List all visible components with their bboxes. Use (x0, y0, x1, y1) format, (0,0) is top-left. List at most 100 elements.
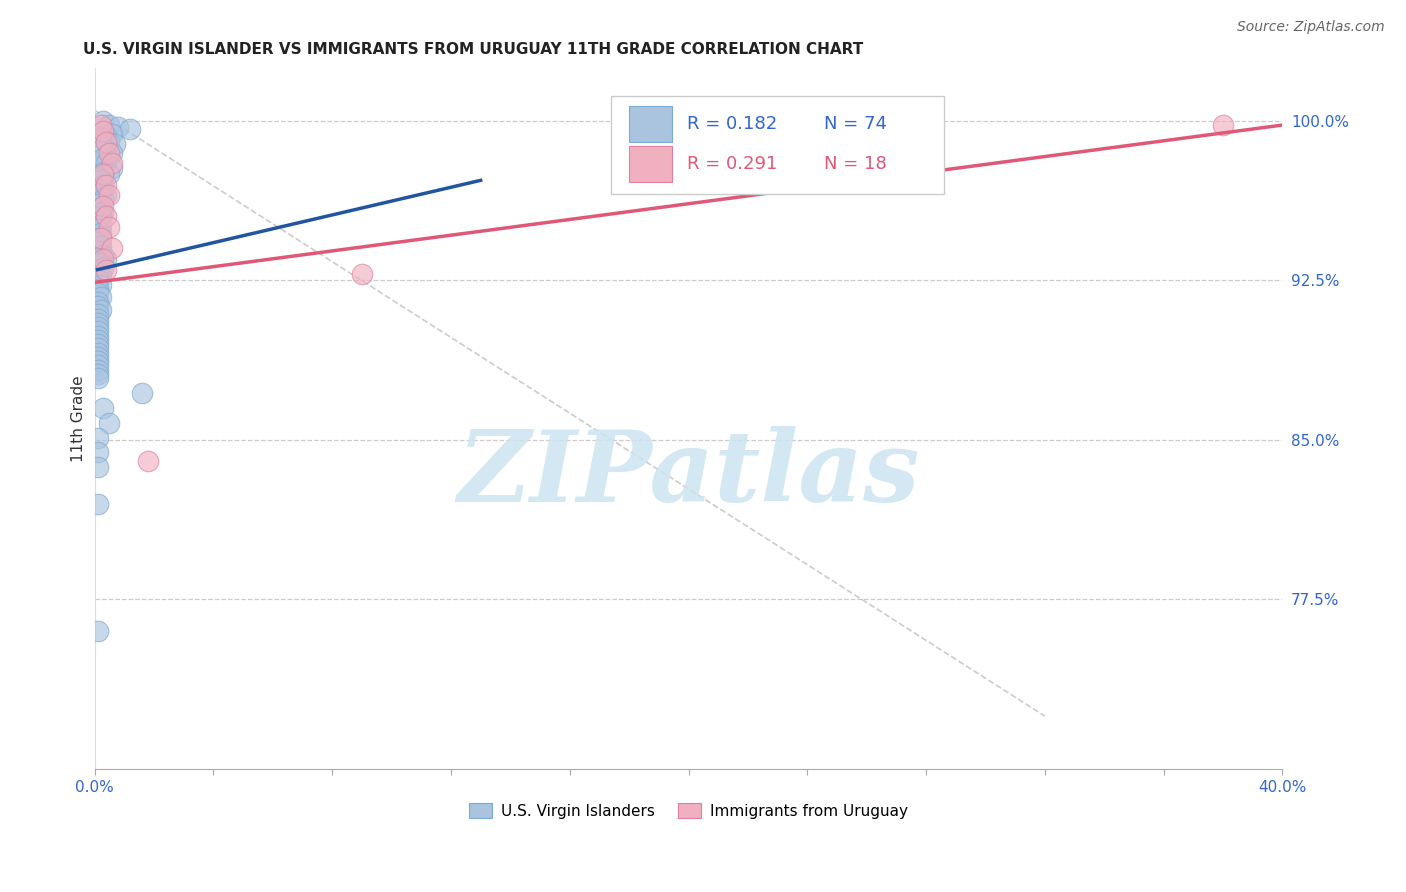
Point (120, 122, 142, 136)
Point (93, 260, 115, 275)
Point (136, 454, 159, 468)
Point (86, 320, 108, 334)
Point (89, 303, 111, 318)
Point (86, 294, 108, 309)
Point (101, 145, 124, 160)
Point (86, 282, 108, 296)
Point (101, 161, 124, 175)
Point (86, 341, 108, 355)
Point (86, 496, 108, 510)
Point (96, 135, 118, 149)
Point (104, 137, 127, 152)
Point (86, 182, 108, 196)
Point (86, 624, 108, 639)
Text: R = 0.291: R = 0.291 (688, 155, 778, 173)
Point (89, 152, 111, 166)
Point (93, 178, 115, 192)
Point (93, 199, 115, 213)
Text: N = 74: N = 74 (824, 115, 887, 133)
Point (86, 311, 108, 326)
Point (89, 290, 111, 304)
Point (86, 460, 108, 475)
Point (86, 431, 108, 445)
Point (93, 248, 115, 262)
Text: U.S. VIRGIN ISLANDER VS IMMIGRANTS FROM URUGUAY 11TH GRADE CORRELATION CHART: U.S. VIRGIN ISLANDER VS IMMIGRANTS FROM … (83, 42, 863, 57)
FancyBboxPatch shape (612, 95, 943, 194)
Point (89, 173, 111, 187)
Point (86, 244, 108, 258)
Point (86, 445, 108, 459)
Point (86, 196, 108, 211)
Point (89, 131, 111, 145)
Point (89, 186, 111, 200)
Point (98, 118, 121, 132)
Point (86, 231, 108, 245)
Point (86, 222, 108, 236)
Point (98, 188, 121, 202)
Point (101, 156, 124, 170)
Point (93, 124, 115, 138)
Point (86, 273, 108, 287)
Point (96, 178, 118, 192)
Point (93, 169, 115, 183)
Point (89, 231, 111, 245)
Point (86, 286, 108, 301)
Text: R = 0.182: R = 0.182 (688, 115, 778, 133)
Point (86, 362, 108, 376)
Point (96, 252, 118, 266)
Point (86, 235, 108, 249)
Point (86, 337, 108, 351)
Point (93, 401, 115, 415)
Point (98, 167, 121, 181)
Point (86, 324, 108, 338)
Point (96, 128, 118, 143)
Point (86, 265, 108, 279)
Point (89, 227, 111, 241)
Point (96, 156, 118, 170)
Point (86, 345, 108, 359)
Point (350, 267, 373, 281)
Point (98, 145, 121, 160)
Point (86, 371, 108, 385)
Point (86, 367, 108, 381)
Point (89, 201, 111, 215)
Point (89, 218, 111, 232)
Point (86, 333, 108, 347)
FancyBboxPatch shape (628, 105, 672, 142)
Point (101, 127, 124, 141)
Point (86, 316, 108, 330)
Point (86, 213, 108, 227)
FancyBboxPatch shape (628, 145, 672, 182)
Point (93, 205, 115, 219)
Point (89, 118, 111, 132)
Point (89, 210, 111, 224)
Point (93, 167, 115, 181)
Text: ZIPatlas: ZIPatlas (457, 426, 920, 523)
Point (89, 268, 111, 283)
Point (98, 220, 121, 235)
Point (96, 210, 118, 224)
Point (101, 241, 124, 255)
Point (96, 262, 118, 277)
Point (86, 354, 108, 368)
Point (93, 252, 115, 266)
Point (96, 188, 118, 202)
Point (86, 299, 108, 313)
Point (86, 359, 108, 373)
Point (89, 256, 111, 270)
Point (86, 350, 108, 364)
Point (93, 165, 115, 179)
Point (131, 386, 153, 401)
Point (86, 328, 108, 343)
Point (98, 416, 121, 430)
Point (107, 120, 129, 135)
Point (1212, 118, 1234, 132)
Point (93, 141, 115, 155)
Legend: U.S. Virgin Islanders, Immigrants from Uruguay: U.S. Virgin Islanders, Immigrants from U… (463, 797, 914, 825)
Point (93, 113, 115, 128)
Point (89, 239, 111, 253)
Point (98, 135, 121, 149)
Text: Source: ZipAtlas.com: Source: ZipAtlas.com (1237, 20, 1385, 34)
Y-axis label: 11th Grade: 11th Grade (72, 376, 86, 462)
Text: N = 18: N = 18 (824, 155, 887, 173)
